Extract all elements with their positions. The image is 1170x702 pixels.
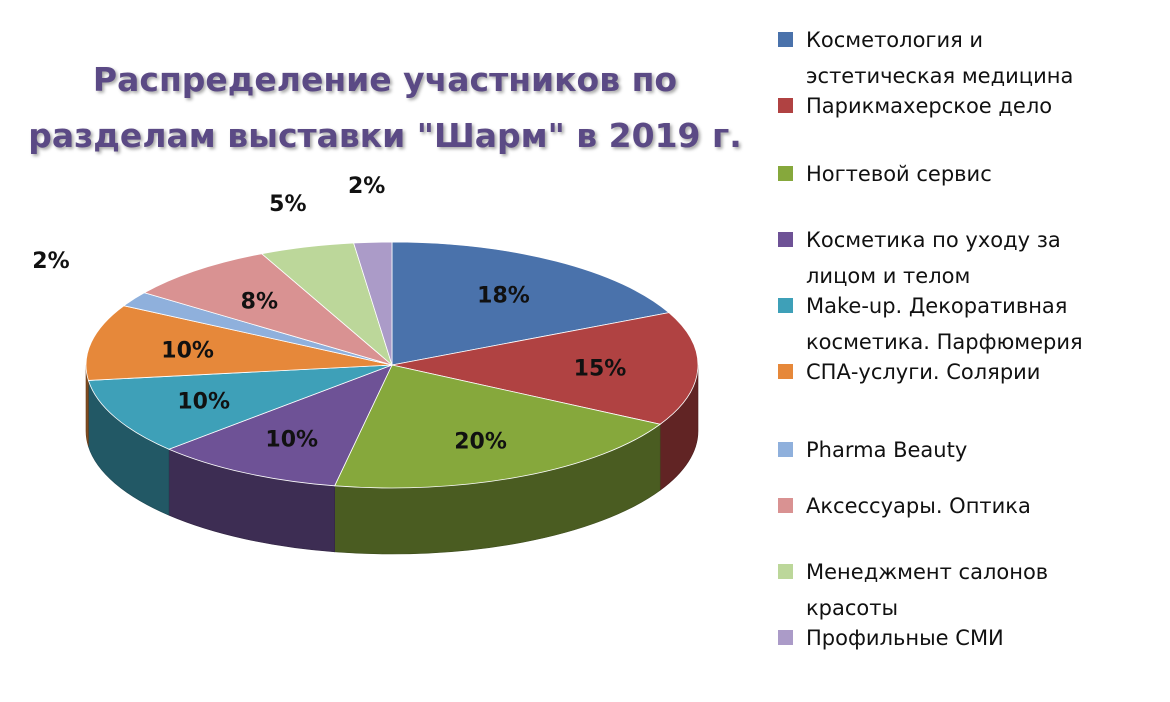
pie-slice-10 xyxy=(353,241,393,366)
pie-data-label: 10% xyxy=(177,390,230,415)
legend-label: Аксессуары. Оптика xyxy=(806,494,1031,518)
legend-swatch xyxy=(778,442,793,457)
pie-data-label: 10% xyxy=(265,427,318,452)
pie-chart: 18% 15% 20% 10% 10% 10% 2% 8% 5% 2% xyxy=(32,174,699,555)
pie-slice-1 xyxy=(391,241,670,366)
legend-label: Менеджмент салонов красоты xyxy=(806,560,1049,620)
legend-label: Парикмахерское дело xyxy=(806,94,1053,118)
legend-swatch xyxy=(778,364,793,379)
pie-data-label: 8% xyxy=(241,290,278,315)
legend-label: Косметика по уходу за лицом и телом xyxy=(806,228,1061,288)
pie-data-label: 20% xyxy=(454,430,507,455)
legend-label: Косметология и эстетическая медицина xyxy=(806,28,1074,88)
legend-swatch xyxy=(778,564,793,579)
legend-label: Make-up. Декоративная косметика. Парфюме… xyxy=(806,294,1083,354)
pie-slice-4 xyxy=(167,364,393,487)
legend-swatch xyxy=(778,298,793,313)
legend-swatch xyxy=(778,32,793,47)
pie-sides xyxy=(85,364,699,555)
pie-data-label: 2% xyxy=(32,249,69,274)
pie-data-label: 15% xyxy=(574,357,627,382)
pie-data-label: 10% xyxy=(161,338,214,363)
pie-slice-6 xyxy=(85,305,393,381)
legend-swatch xyxy=(778,232,793,247)
legend-label: Профильные СМИ xyxy=(806,626,1004,650)
pie-slice-3 xyxy=(334,364,662,489)
pie-slice-5 xyxy=(87,364,393,450)
legend-label: Ногтевой сервис xyxy=(806,162,992,186)
pie-slice-8 xyxy=(143,253,393,366)
legend-label: Pharma Beauty xyxy=(806,438,968,462)
pie-slice-2 xyxy=(391,312,699,425)
legend-label: СПА-услуги. Солярии xyxy=(806,360,1041,384)
pie-data-label: 2% xyxy=(348,174,385,199)
legend-swatch xyxy=(778,98,793,113)
pie-top xyxy=(85,241,699,489)
pie-data-label: 5% xyxy=(269,192,306,217)
pie-labels: 18% 15% 20% 10% 10% 10% 2% 8% 5% 2% xyxy=(32,174,626,455)
legend-swatch xyxy=(778,630,793,645)
legend-swatch xyxy=(778,498,793,513)
pie-data-label: 18% xyxy=(477,283,530,308)
chart-title: Распределение участников по разделам выс… xyxy=(28,60,742,155)
legend-swatch xyxy=(778,166,793,181)
